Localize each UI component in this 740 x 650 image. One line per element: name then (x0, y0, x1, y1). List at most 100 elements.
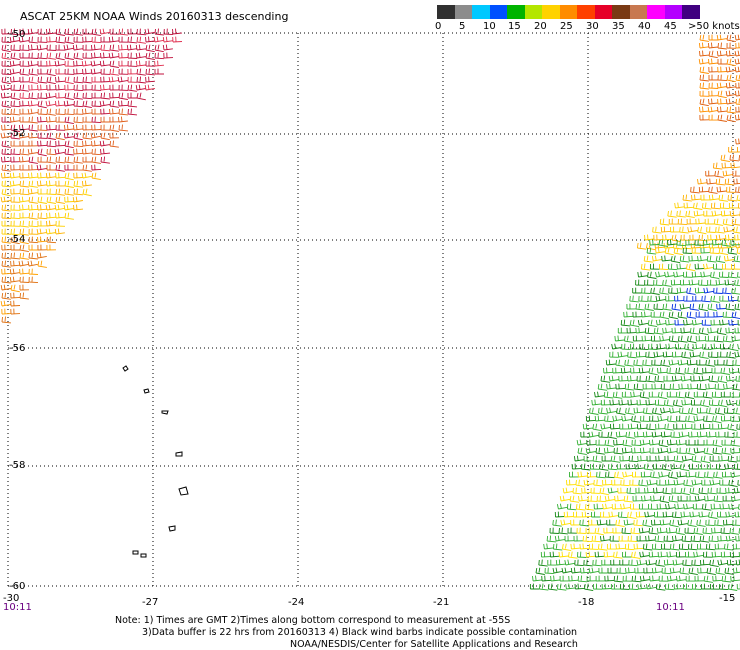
wind-barb (699, 535, 710, 543)
wind-barb (591, 399, 602, 406)
wind-barb (698, 511, 709, 518)
wind-barb (37, 196, 47, 204)
wind-barb (118, 92, 128, 100)
island-outline (140, 553, 147, 558)
wind-barb (661, 567, 671, 575)
wind-barb (719, 343, 730, 350)
time-right: 10:11 (656, 602, 685, 613)
wind-barb (1, 68, 12, 75)
wind-barb (19, 268, 30, 275)
wind-barb (645, 535, 656, 542)
wind-barb (671, 327, 682, 334)
wind-barb (731, 335, 740, 342)
legend-swatch (629, 5, 647, 19)
wind-barb (609, 535, 620, 542)
wind-barb (734, 66, 740, 73)
wind-barb (55, 180, 66, 187)
wind-barb (28, 268, 39, 275)
wind-barb (698, 186, 709, 193)
wind-barb (19, 148, 30, 156)
wind-barb (635, 279, 645, 286)
wind-barb (730, 471, 740, 478)
wind-barb (600, 399, 611, 406)
wind-barb (705, 543, 716, 551)
wind-barb (36, 228, 47, 235)
wind-barb (127, 28, 138, 35)
wind-barb (144, 28, 155, 35)
wind-barb (703, 447, 713, 456)
wind-barb (593, 479, 603, 487)
wind-barb (1, 140, 11, 148)
wind-barb (583, 583, 594, 592)
wind-barb (657, 415, 668, 422)
wind-barb (73, 140, 84, 148)
wind-barb (673, 271, 684, 278)
wind-barb (118, 36, 129, 43)
wind-barb (737, 295, 740, 302)
wind-barb (693, 210, 704, 217)
wind-barb (109, 132, 120, 139)
wind-barb (715, 234, 726, 241)
wind-barb (645, 399, 656, 406)
wind-barb (10, 196, 21, 203)
wind-barb (656, 479, 666, 486)
wind-barb (627, 535, 638, 542)
wind-barb (650, 287, 660, 295)
wind-barb (654, 399, 665, 406)
wind-barb (662, 511, 673, 518)
wind-barb (675, 527, 685, 535)
wind-barb (118, 124, 129, 132)
wind-barb (73, 180, 83, 188)
wind-barb (726, 559, 737, 566)
wind-barb (668, 471, 678, 479)
wind-barb (588, 431, 599, 438)
wind-barb (679, 303, 690, 310)
wind-barb (55, 76, 66, 83)
wind-barb (657, 551, 668, 558)
wind-barb (686, 495, 697, 502)
wind-barb (1, 276, 11, 284)
wind-barb (712, 239, 722, 246)
wind-barb (657, 447, 668, 454)
wind-barb (675, 551, 686, 558)
wind-barb (556, 503, 568, 510)
wind-barb (641, 287, 651, 294)
wind-barb (37, 68, 48, 75)
wind-barb (588, 543, 599, 550)
wind-barb (673, 423, 683, 430)
wind-barb (711, 527, 721, 534)
wind-barb (619, 559, 629, 566)
wind-barb (55, 196, 65, 204)
wind-barb (589, 407, 599, 415)
wind-barb (135, 60, 146, 67)
wind-barb (9, 60, 20, 67)
wind-barb (699, 98, 709, 107)
wind-barb (588, 567, 599, 574)
wind-barb (684, 527, 694, 534)
wind-barb (73, 148, 84, 155)
wind-barb (546, 535, 557, 543)
wind-barb (650, 495, 661, 502)
wind-barb (711, 391, 722, 399)
wind-barb (718, 247, 729, 256)
wind-barb (46, 196, 56, 204)
wind-barb (671, 303, 681, 311)
wind-barb (100, 148, 111, 155)
wind-barb (710, 343, 721, 350)
wind-barb (702, 527, 712, 535)
lon-label-27: -27 (142, 597, 158, 608)
wind-barb (127, 108, 138, 116)
wind-barb (710, 503, 721, 510)
wind-barb (636, 535, 647, 542)
legend-label-40: 40 (638, 21, 651, 32)
wind-barb (585, 527, 595, 534)
wind-barb (643, 407, 653, 415)
wind-barb (691, 271, 702, 278)
wind-barb (1, 156, 12, 163)
wind-barb (717, 511, 727, 518)
wind-barb (667, 263, 678, 271)
wind-barb (645, 559, 656, 566)
wind-barb (683, 202, 694, 209)
wind-barb (651, 255, 663, 262)
wind-barb (109, 84, 120, 91)
